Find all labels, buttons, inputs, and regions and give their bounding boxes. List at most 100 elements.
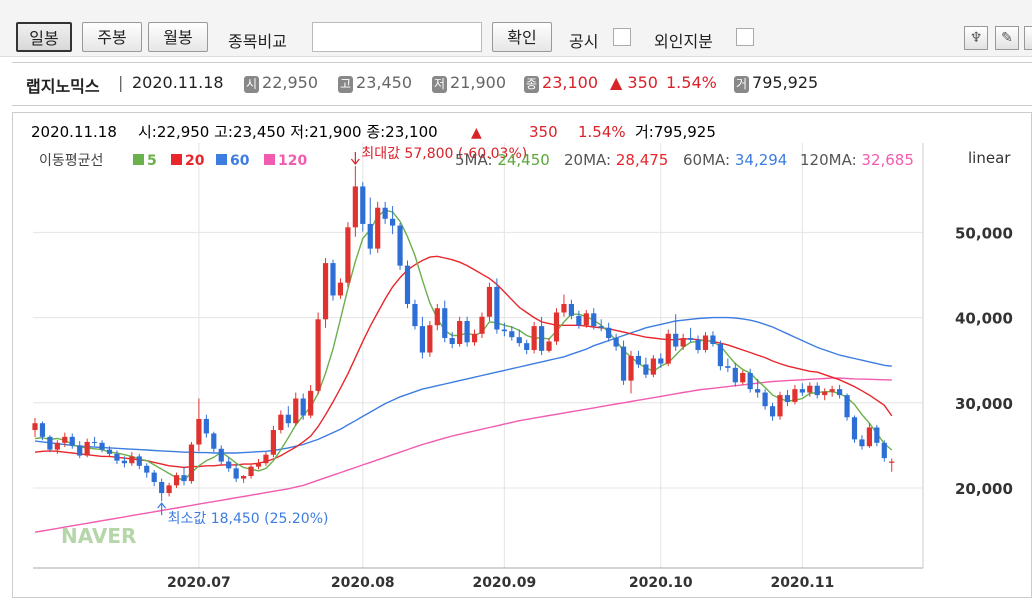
candle	[471, 329, 478, 346]
open-price: 시 22,950	[244, 73, 318, 93]
candle-body	[635, 355, 642, 365]
candle-body	[486, 286, 493, 317]
candle	[77, 441, 83, 459]
candle	[106, 446, 113, 458]
ma5-value-label: 5MA: 24,450	[455, 151, 550, 169]
candle	[673, 314, 679, 351]
candle-body	[650, 358, 656, 375]
candle-body	[814, 385, 820, 396]
legend-date: 2020.11.18	[31, 123, 117, 141]
candle	[330, 259, 336, 301]
monthly-button[interactable]: 월봉	[148, 22, 208, 52]
candle	[859, 435, 865, 450]
candle-body	[308, 390, 314, 416]
candlestick-chart[interactable]: NAVER 최대값 57,800 (-60.03%) 최소값 18,450 (25…	[13, 113, 1031, 597]
candle	[322, 257, 329, 328]
candle-body	[77, 445, 83, 456]
price-change: ▲ 350	[610, 73, 658, 92]
candle-body	[494, 286, 500, 330]
candle	[375, 201, 381, 253]
disclosure-checkbox[interactable]	[613, 28, 631, 46]
candle	[226, 457, 232, 472]
candle-body	[844, 395, 850, 418]
volume: 거 795,925	[734, 73, 818, 93]
y-tick-label: 20,000	[955, 480, 1013, 498]
ma20-legend: 20	[185, 153, 205, 169]
candle-body	[352, 186, 358, 228]
candle-body	[434, 308, 440, 326]
candle-body	[740, 372, 746, 383]
candle	[807, 382, 813, 397]
candle-body	[665, 333, 671, 364]
candle-body	[717, 344, 723, 367]
candle	[211, 431, 217, 453]
candle-body	[829, 389, 835, 392]
candle	[561, 294, 567, 317]
candle-body	[114, 453, 120, 461]
candle	[278, 410, 284, 434]
chart-panel[interactable]: NAVER 최대값 57,800 (-60.03%) 최소값 18,450 (25…	[12, 112, 1032, 598]
draw-icon[interactable]: ✎	[995, 26, 1019, 50]
candle-body	[397, 225, 403, 266]
foreign-checkbox[interactable]	[736, 28, 754, 46]
x-tick-label: 2020.09	[472, 575, 536, 591]
candle-body	[620, 346, 627, 381]
candle-body	[84, 441, 90, 456]
disclosure-label: 공시	[569, 32, 599, 51]
ma60-legend: 60	[230, 153, 250, 169]
candle-body	[47, 436, 53, 450]
candle-body	[32, 423, 38, 431]
open-value: 22,950	[262, 73, 319, 92]
pin-icon[interactable]: ♆	[964, 26, 988, 50]
candle	[568, 299, 574, 320]
max-value-label: 최대값 57,800 (-60.03%)	[361, 146, 527, 162]
candle-body	[92, 441, 98, 443]
candle-body	[471, 333, 478, 343]
compare-input[interactable]	[312, 22, 482, 52]
candle-body	[583, 313, 589, 326]
candle-body	[769, 406, 776, 417]
x-tick-label: 2020.07	[167, 575, 231, 591]
ma-title: 이동평균선	[39, 153, 103, 169]
candle-body	[628, 355, 634, 381]
candle-body	[39, 423, 46, 437]
scale-label[interactable]: linear	[968, 149, 1011, 167]
weekly-button[interactable]: 주봉	[82, 22, 142, 52]
candle-body	[382, 207, 388, 219]
daily-button[interactable]: 일봉	[16, 22, 72, 52]
y-tick-label: 30,000	[955, 395, 1013, 413]
candle-body	[270, 430, 276, 455]
candle-body	[129, 456, 135, 464]
candle-body	[166, 485, 172, 494]
candle	[501, 322, 507, 337]
candle	[434, 303, 440, 331]
candle	[367, 197, 373, 255]
low-value: 21,900	[450, 73, 507, 92]
legend-change: 350	[529, 123, 558, 141]
candle-body	[516, 337, 522, 344]
candle	[844, 393, 850, 421]
foreign-label: 외인지분	[654, 32, 713, 51]
high-price: 고 23,450	[338, 73, 412, 93]
settings-icon[interactable]	[1024, 26, 1032, 50]
candle	[762, 389, 768, 410]
candle-body	[784, 395, 791, 402]
candle	[270, 425, 276, 458]
candle-body	[524, 343, 530, 350]
candle-body	[695, 339, 701, 350]
confirm-button[interactable]: 확인	[492, 22, 552, 52]
candle-body	[531, 326, 537, 350]
candle	[62, 432, 68, 448]
close-tag: 종	[524, 76, 540, 93]
candle	[769, 402, 776, 421]
candle	[665, 329, 671, 367]
close-value: 23,100	[542, 73, 599, 92]
candle-body	[360, 186, 366, 224]
candle-body	[837, 389, 843, 396]
ma20-value-label: 20MA: 28,475	[564, 151, 668, 169]
candle	[837, 384, 843, 399]
candle-body	[576, 315, 582, 326]
candle-body	[69, 436, 75, 446]
candle-body	[688, 338, 694, 340]
candle	[702, 332, 709, 353]
